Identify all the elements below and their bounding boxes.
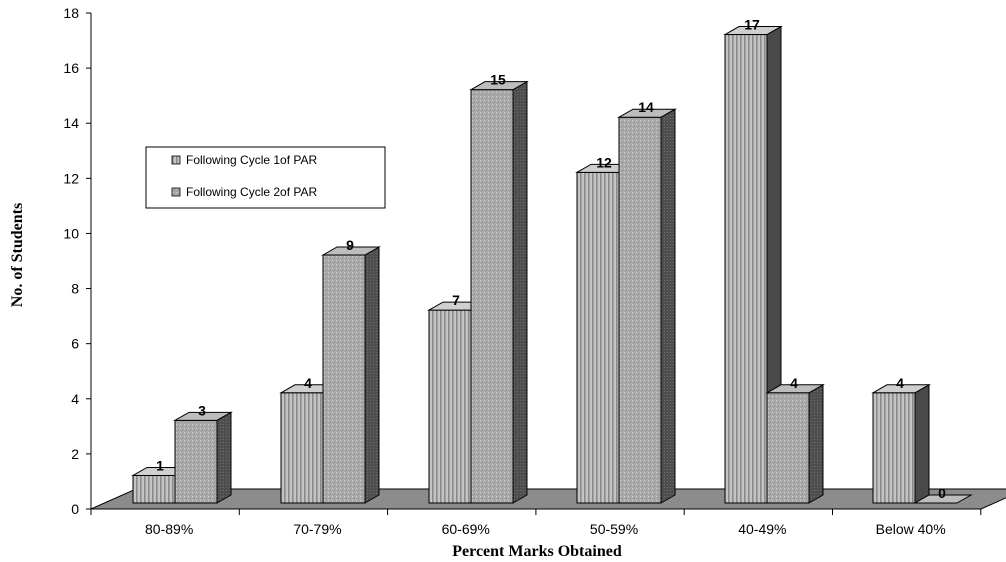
bar-series-2-3 [469,80,529,504]
y-tick-label: 2 [71,446,79,462]
bar-front-face [280,392,324,504]
data-label: 14 [638,99,654,115]
bar-top-face [913,494,973,504]
bar-series-2-6 [913,494,973,504]
bar-front-face [576,171,620,504]
bar-series-2-4 [617,108,677,504]
y-tick-label: 8 [71,281,79,297]
legend-box [145,146,386,209]
bar-series-1-6 [871,383,931,504]
bar-front-face [322,254,366,504]
bar-side-face [808,383,824,504]
data-label: 15 [490,72,506,88]
y-tick-label: 4 [71,391,79,407]
bar-top-face [723,26,783,36]
y-tick-label: 10 [63,225,79,241]
legend-label-series-2: Following Cycle 2of PAR [186,185,317,199]
legend-swatch-series-2 [171,187,181,197]
y-tick-label: 16 [63,60,79,76]
bar-top-face [173,411,233,421]
data-label: 7 [452,292,460,308]
data-label: 9 [346,237,354,253]
legend: Following Cycle 1of PAR Following Cycle … [145,146,386,209]
x-tick-label: 40-49% [738,521,786,537]
y-tick-label: 18 [63,5,79,21]
bar-front-face [724,34,768,504]
bar-series-2-5 [765,383,825,504]
x-tick-label: 60-69% [442,521,490,537]
data-label: 17 [744,17,760,33]
bar-front-face [132,474,176,504]
y-tick-label: 0 [71,501,79,517]
bar-side-face [364,246,380,504]
bar-side-face [914,383,930,504]
data-label: 12 [596,154,612,170]
bar-front-face [618,116,662,504]
data-label: 3 [198,402,206,418]
bar-top-face [469,81,529,91]
bar-front-face [428,309,472,504]
y-tick-label: 6 [71,336,79,352]
bar-top-face [871,384,931,394]
bar-front-face [872,392,916,504]
bar-front-face [174,419,218,504]
x-axis-title: Percent Marks Obtained [452,543,622,560]
data-label: 4 [896,375,904,391]
x-tick-label: 70-79% [293,521,341,537]
bar-side-face [512,80,528,504]
data-label: 0 [938,485,946,501]
x-tick-label: Below 40% [876,521,946,537]
bar-top-face [321,246,381,256]
legend-label-series-1: Following Cycle 1of PAR [186,153,317,167]
bar-front-face [470,89,514,504]
bar-side-face [216,411,232,504]
y-tick-label: 14 [63,115,79,131]
data-label: 4 [790,375,798,391]
bar-side-face [660,108,676,504]
bar-series-2-1 [173,411,233,504]
bar-top-face [765,384,825,394]
bar-top-face [617,108,677,118]
x-tick-label: 80-89% [145,521,193,537]
data-label: 4 [304,375,312,391]
bar-series-2-2 [321,246,381,504]
bar-front-face [766,392,810,504]
data-label: 1 [156,457,164,473]
legend-swatch-series-1 [171,155,181,165]
x-tick-label: 50-59% [590,521,638,537]
y-tick-label: 12 [63,170,79,186]
y-axis-title: No. of Students [9,203,26,307]
